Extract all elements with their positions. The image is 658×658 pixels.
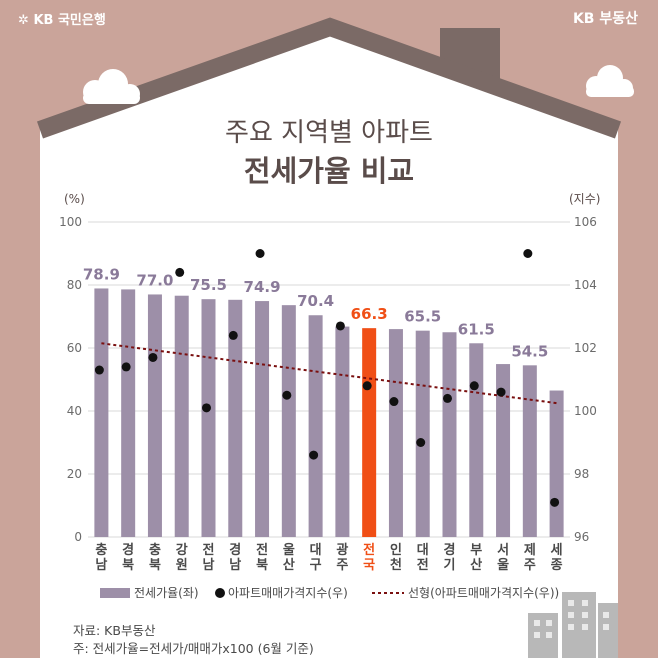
right-tick-label: 106	[574, 215, 597, 229]
index-point-부산	[469, 381, 479, 391]
index-point-제주	[523, 249, 533, 258]
kb-bank-logo: ✲ KB 국민은행	[18, 9, 106, 28]
cloud-icon	[586, 65, 634, 97]
bar-전국	[362, 328, 377, 537]
kb-real-estate-brand: KB 부동산	[572, 11, 638, 27]
data-label: 78.9	[83, 265, 120, 283]
index-point-충북	[148, 352, 158, 362]
formula-note: 주: 전세가율=전세가/매매가x100 (6월 기준)	[73, 641, 314, 656]
left-tick-label: 80	[67, 278, 82, 292]
index-point-강원	[175, 267, 185, 277]
bar-광주	[335, 326, 350, 537]
left-axis-unit: (%)	[64, 192, 85, 206]
index-point-울산	[282, 390, 292, 400]
legend-label: 전세가율(좌)	[134, 586, 199, 600]
bar-전남	[201, 299, 216, 537]
data-label: 54.5	[511, 342, 548, 360]
bar-서울	[496, 364, 511, 537]
trendline	[101, 342, 557, 405]
data-label: 74.9	[244, 278, 281, 296]
star-icon: ✲	[18, 13, 29, 28]
index-point-서울	[496, 387, 506, 397]
bar-경남	[228, 299, 243, 537]
right-tick-label: 96	[574, 530, 589, 544]
right-tick-label: 104	[574, 278, 597, 292]
legend-label: 선형(아파트매매가격지수(우))	[408, 586, 559, 600]
chart-title-line2: 전세가율 비교	[243, 154, 415, 188]
buildings-icon	[528, 592, 618, 658]
index-point-세종	[550, 497, 560, 507]
index-point-광주	[335, 321, 345, 331]
index-point-경남	[228, 330, 238, 340]
data-label: 70.4	[297, 292, 334, 310]
bar-울산	[281, 305, 296, 537]
index-point-전남	[202, 403, 211, 413]
brand-left-text: KB 국민은행	[33, 13, 106, 28]
legend-swatch-dot	[215, 588, 225, 598]
right-tick-label: 98	[574, 467, 589, 481]
source-note: 자료: KB부동산	[73, 623, 156, 638]
left-tick-label: 60	[67, 341, 82, 355]
bar-부산	[469, 343, 484, 537]
index-point-전북	[255, 249, 265, 258]
data-label: 77.0	[136, 271, 173, 289]
legend-label: 아파트매매가격지수(우)	[228, 586, 348, 600]
bar-충북	[147, 294, 162, 537]
left-tick-label: 20	[67, 467, 82, 481]
data-label: 61.5	[458, 320, 495, 338]
bar-제주	[522, 365, 537, 537]
index-point-경북	[121, 362, 131, 372]
index-point-대구	[309, 450, 319, 460]
index-point-대전	[416, 438, 426, 447]
bar-대전	[415, 330, 430, 537]
bar-대구	[308, 315, 323, 537]
left-tick-label: 100	[59, 215, 82, 229]
right-axis-unit: (지수)	[569, 192, 600, 206]
left-tick-label: 0	[74, 530, 82, 544]
bar-경기	[442, 332, 457, 537]
data-label: 75.5	[190, 276, 227, 294]
legend-swatch-bar	[100, 588, 130, 598]
index-point-전국	[362, 381, 372, 391]
bar-강원	[174, 295, 189, 537]
data-label: 66.3	[351, 305, 388, 323]
index-point-인천	[389, 397, 399, 407]
bar-충남	[94, 288, 109, 537]
index-point-충남	[94, 365, 104, 375]
index-point-경기	[443, 393, 452, 403]
bar-경북	[121, 289, 136, 537]
bar-전북	[255, 301, 270, 537]
right-tick-label: 102	[574, 341, 597, 355]
chart-title-line1: 주요 지역별 아파트	[225, 118, 433, 148]
data-label: 65.5	[404, 308, 441, 326]
bar-인천	[388, 329, 403, 537]
bar-세종	[549, 390, 564, 537]
right-tick-label: 100	[574, 404, 597, 418]
cloud-icon	[83, 69, 140, 104]
left-tick-label: 40	[67, 404, 82, 418]
